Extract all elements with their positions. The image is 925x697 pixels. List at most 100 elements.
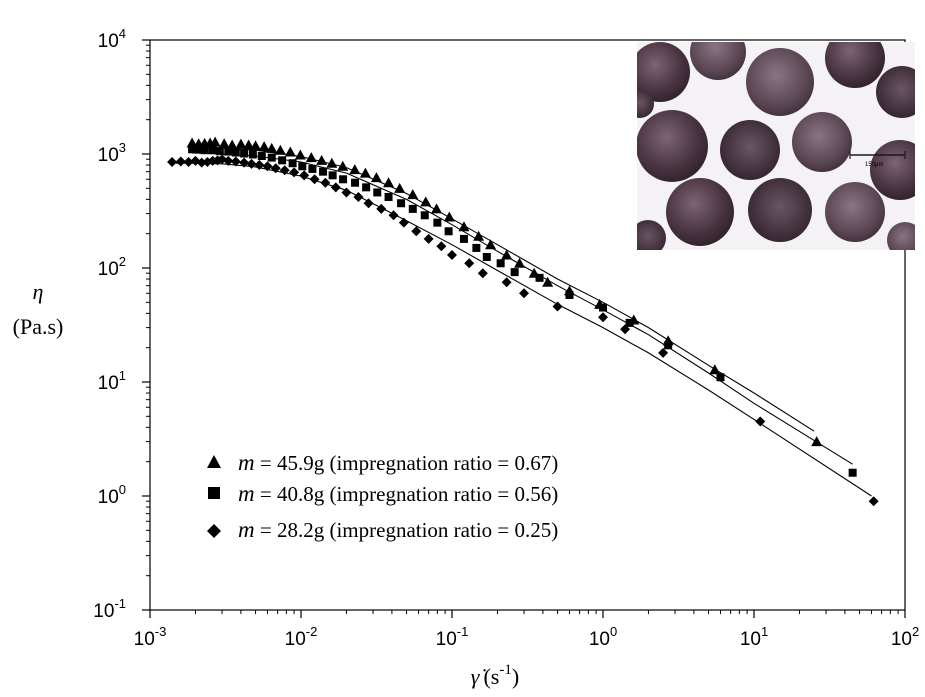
square-point: [308, 164, 317, 173]
square-point: [565, 290, 574, 299]
triangle-point: [383, 177, 395, 188]
square-marker-icon: [208, 487, 220, 499]
diamond-point: [223, 155, 234, 166]
y-tick-label: 103: [98, 140, 126, 166]
square-point: [257, 152, 266, 161]
legend-label: m = 28.2g (impregnation ratio = 0.25): [238, 517, 558, 542]
triangle-point: [209, 136, 221, 147]
diamond-point: [353, 191, 364, 202]
diamond-point: [388, 210, 399, 221]
square-point: [599, 303, 607, 312]
triangle-point: [473, 230, 485, 241]
square-point: [278, 156, 287, 165]
triangle-point: [407, 189, 419, 200]
diamond-point: [246, 158, 257, 169]
square-point: [215, 147, 224, 156]
x-tick-label: 102: [891, 624, 919, 650]
square-point: [444, 227, 453, 236]
triangle-point: [274, 144, 286, 155]
y-axis-unit: (Pa.s): [13, 314, 64, 339]
diamond-point: [239, 157, 250, 168]
diamond-marker-icon: [207, 524, 221, 538]
diamond-point: [299, 170, 310, 181]
triangle-point: [811, 436, 823, 447]
data-markers: [167, 136, 879, 507]
legend-item: m = 40.8g (impregnation ratio = 0.56): [208, 481, 558, 506]
diamond-point: [230, 156, 241, 167]
square-point: [420, 211, 429, 220]
y-axis-symbol: η: [33, 279, 44, 304]
diamond-point: [363, 198, 374, 209]
square-point: [384, 192, 393, 201]
legend-m: m: [238, 450, 255, 475]
square-point: [625, 318, 634, 327]
x-tick-label: 101: [740, 624, 768, 650]
square-point: [248, 150, 257, 159]
triangle-point: [266, 142, 278, 153]
triangle-point: [284, 146, 296, 157]
triangle-point: [370, 172, 382, 183]
square-point: [664, 341, 673, 350]
diamond-point: [398, 217, 409, 228]
x-axis-ticks: 10-3 10-2 10-1 100 101 102: [134, 610, 919, 650]
fit-line: [172, 162, 872, 497]
square-point: [510, 268, 519, 277]
square-point: [351, 178, 360, 187]
diamond-point: [423, 233, 434, 244]
diamond-point: [196, 157, 207, 168]
triangle-point: [226, 139, 238, 150]
x-axis-unit-exp: -1: [499, 662, 512, 678]
square-point: [535, 273, 544, 282]
legend-item: m = 45.9g (impregnation ratio = 0.67): [207, 450, 558, 475]
x-tick-label: 10-2: [285, 624, 318, 650]
square-point: [298, 162, 307, 171]
triangle-point: [359, 167, 371, 178]
diamond-point: [755, 416, 766, 427]
diamond-point: [552, 301, 563, 312]
diamond-point: [658, 347, 669, 358]
triangle-point: [186, 137, 198, 148]
diamond-point: [254, 160, 265, 171]
diamond-point: [376, 203, 387, 214]
diamond-point: [183, 157, 194, 168]
diamond-point: [620, 324, 631, 335]
square-point: [408, 204, 417, 213]
triangle-point: [514, 257, 526, 268]
x-tick-label: 10-1: [436, 624, 469, 650]
square-point: [319, 167, 328, 176]
x-axis-unit: (s: [483, 664, 499, 689]
diamond-point: [411, 226, 422, 237]
triangle-point: [305, 152, 317, 163]
triangle-point: [431, 203, 443, 214]
triangle-point: [337, 160, 349, 171]
diamond-point: [519, 288, 530, 299]
legend-m: m: [238, 517, 255, 542]
x-tick-label: 100: [589, 624, 617, 650]
x-axis-label: γ̇ (s-1): [471, 662, 519, 689]
triangle-marker-icon: [207, 455, 221, 468]
diamond-point: [477, 268, 488, 279]
y-tick-label: 104: [98, 26, 126, 52]
triangle-point: [394, 182, 406, 193]
legend-text: = 28.2g (impregnation ratio = 0.25): [255, 518, 559, 542]
diamond-point: [289, 167, 300, 178]
diamond-point: [436, 241, 447, 252]
scale-bar: 150µm: [849, 151, 906, 168]
square-point: [231, 148, 240, 157]
fit-line: [192, 146, 815, 432]
square-point: [200, 146, 209, 155]
square-point: [459, 234, 468, 243]
diamond-point: [598, 312, 608, 323]
diamond-point: [320, 177, 331, 188]
triangle-point: [326, 157, 338, 168]
diamond-point: [447, 250, 457, 261]
y-tick-label: 100: [98, 482, 126, 508]
triangle-point: [349, 164, 361, 175]
x-axis-unit-close: ): [512, 664, 519, 689]
square-point: [208, 146, 217, 155]
triangle-point: [218, 138, 230, 149]
diamond-point: [330, 182, 341, 193]
diamond-point: [279, 165, 290, 176]
diamond-point: [309, 174, 320, 185]
triangle-point: [501, 249, 513, 260]
